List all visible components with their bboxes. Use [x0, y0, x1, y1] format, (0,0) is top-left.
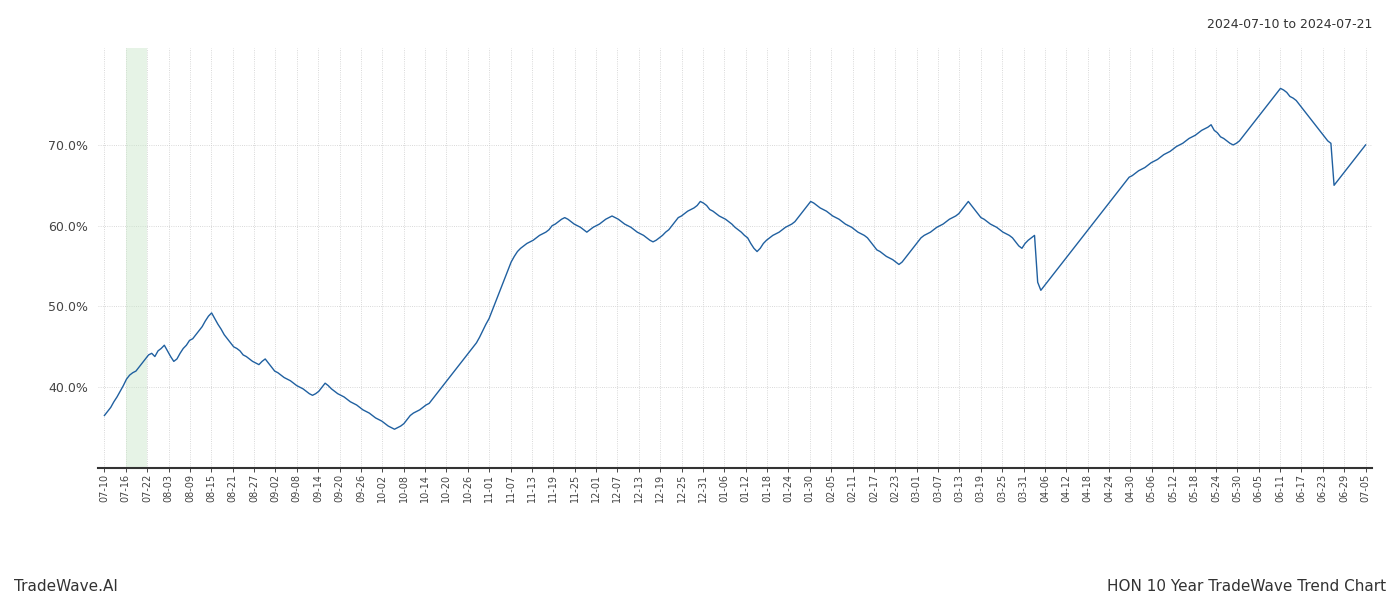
- Bar: [126, 48, 147, 468]
- Text: 2024-07-10 to 2024-07-21: 2024-07-10 to 2024-07-21: [1207, 18, 1372, 31]
- Text: TradeWave.AI: TradeWave.AI: [14, 579, 118, 594]
- Text: HON 10 Year TradeWave Trend Chart: HON 10 Year TradeWave Trend Chart: [1107, 579, 1386, 594]
